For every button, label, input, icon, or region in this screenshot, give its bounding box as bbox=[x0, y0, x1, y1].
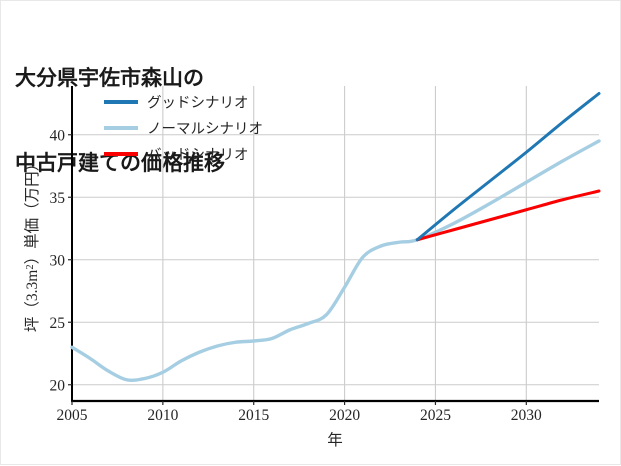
y-tick-label: 35 bbox=[50, 190, 66, 207]
y-gridlines bbox=[72, 134, 599, 386]
y-tick-label: 20 bbox=[50, 377, 66, 394]
legend-label: ノーマルシナリオ bbox=[147, 122, 263, 138]
y-tick-labels: 20 25 30 35 40 bbox=[50, 127, 66, 394]
x-tick-marks bbox=[71, 401, 527, 405]
x-tick-label: 2010 bbox=[147, 407, 178, 424]
x-tick-label: 2020 bbox=[329, 407, 360, 424]
series-line bbox=[70, 139, 601, 382]
title-line-2: 中古戸建ての価格推移 bbox=[15, 151, 225, 175]
y-tick-label: 30 bbox=[50, 252, 66, 269]
series-line bbox=[415, 189, 601, 242]
svg-text:坪（3.3m2）単価（万円）: 坪（3.3m2）単価（万円） bbox=[23, 156, 41, 332]
x-tick-label: 2015 bbox=[238, 407, 269, 424]
x-gridlines bbox=[162, 86, 527, 401]
title-line-1: 大分県宇佐市森山の bbox=[15, 66, 204, 90]
y-tick-label: 40 bbox=[50, 127, 66, 144]
y-tick-label: 25 bbox=[50, 315, 66, 332]
x-tick-labels: 2005 2010 2015 2020 2025 2030 bbox=[57, 407, 543, 424]
x-tick-label: 2025 bbox=[420, 407, 451, 424]
x-tick-label: 2005 bbox=[57, 407, 88, 424]
legend-label: グッドシナリオ bbox=[147, 95, 249, 112]
series-line bbox=[415, 92, 601, 242]
x-tick-label: 2030 bbox=[511, 407, 542, 424]
y-axis-title: 坪（3.3m2）単価（万円） bbox=[23, 156, 41, 332]
legend-label: バッドシナリオ bbox=[147, 148, 249, 164]
data-series-group bbox=[70, 92, 601, 382]
y-tick-marks bbox=[68, 134, 72, 386]
page-title: 大分県宇佐市森山の 中古戸建ての価格推移 bbox=[15, 8, 225, 235]
x-axis-title: 年 bbox=[327, 431, 343, 449]
